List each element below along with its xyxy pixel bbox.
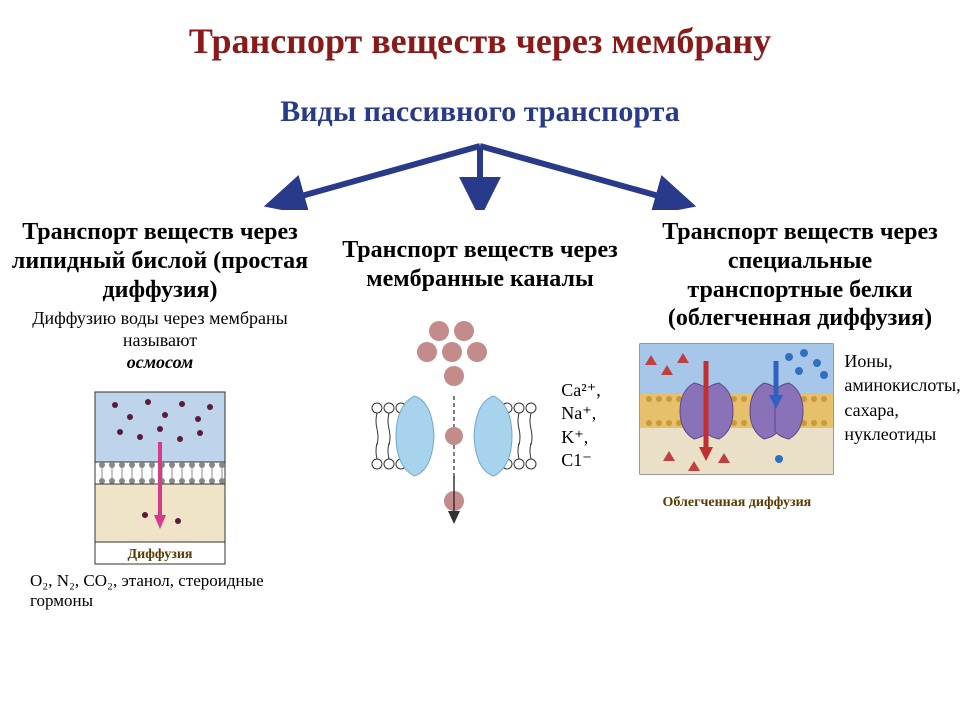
page-root: Транспорт веществ через мембрану Виды па… xyxy=(0,0,960,720)
diffusion-caption: Диффузия xyxy=(128,547,193,563)
col1-heading: Транспорт веществ через липидный бислой … xyxy=(10,218,310,304)
channel-svg xyxy=(359,316,549,536)
facilitated-svg xyxy=(639,343,834,493)
col2-heading: Транспорт веществ через мембранные канал… xyxy=(330,236,630,294)
main-title: Транспорт веществ через мембрану xyxy=(0,20,960,62)
facilitated-diagram: Облегченная диффузия Ионы, аминокислоты,… xyxy=(639,343,960,511)
facilitated-caption: Облегченная диффузия xyxy=(663,495,812,511)
col1-sub: Диффузию воды через мембраны называют ос… xyxy=(10,308,310,373)
channel-diagram: Ca²⁺, Na⁺, K⁺, C1⁻ xyxy=(359,316,600,536)
branch-arrows xyxy=(210,140,750,210)
col3-molecules: Ионы, аминокислоты, сахара, нуклеотиды xyxy=(844,349,960,446)
columns-row: Транспорт веществ через липидный бислой … xyxy=(0,218,960,611)
column-channels: Транспорт веществ через мембранные канал… xyxy=(330,218,630,536)
diffusion-diagram: Диффузия xyxy=(70,387,250,563)
column-simple-diffusion: Транспорт веществ через липидный бислой … xyxy=(10,218,310,611)
subtitle: Виды пассивного транспорта xyxy=(0,95,960,129)
col1-molecules: O₂, N₂, CO₂, этанол, стероидные гормоны xyxy=(30,571,290,611)
diffusion-svg xyxy=(70,387,250,567)
col3-heading: Транспорт веществ через специальные тран… xyxy=(650,218,950,333)
col1-osmos: осмосом xyxy=(127,352,194,372)
col2-ions: Ca²⁺, Na⁺, K⁺, C1⁻ xyxy=(561,379,600,473)
col1-sub-text: Диффузию воды через мембраны называют xyxy=(32,308,288,350)
column-facilitated: Транспорт веществ через специальные тран… xyxy=(650,218,950,511)
